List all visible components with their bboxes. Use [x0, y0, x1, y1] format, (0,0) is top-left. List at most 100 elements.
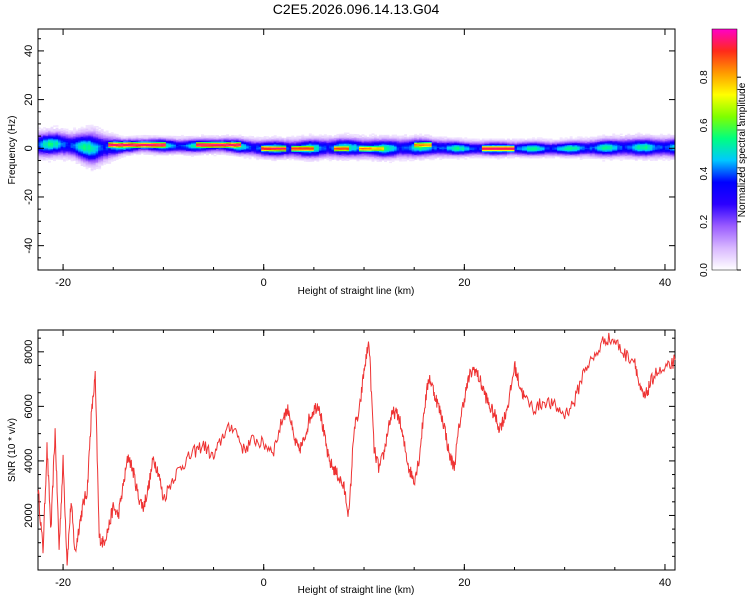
spectrogram-cell: [211, 147, 214, 150]
spectrogram-cell: [572, 144, 576, 147]
spectrogram-cell: [481, 156, 485, 159]
spectrogram-cell: [634, 144, 638, 147]
spectrogram-cell: [401, 141, 405, 144]
spectrogram-cell: [409, 146, 413, 148]
spectrogram-cell: [414, 157, 418, 159]
spectrogram-cell: [160, 151, 164, 153]
spectrogram-cell: [75, 158, 79, 161]
spectrogram-cell: [311, 137, 315, 139]
spectrogram-cell: [391, 154, 395, 156]
spectrogram-cell: [261, 151, 265, 154]
spectrogram-cell: [356, 146, 360, 148]
spectrogram-cell: [471, 147, 475, 149]
spectrogram-cell: [353, 138, 357, 141]
spectrogram-cell: [288, 151, 292, 153]
spectrogram-cell: [95, 143, 99, 145]
spectrogram-cell: [359, 153, 362, 156]
spectrogram-cell: [667, 140, 671, 143]
spectrogram-cell: [557, 151, 561, 154]
spectrogram-cell: [496, 155, 500, 158]
spectrogram-cell: [246, 142, 250, 145]
spectrogram-cell: [589, 141, 593, 144]
spectrogram-cell: [223, 147, 227, 150]
spectrogram-cell: [632, 148, 636, 150]
spectrogram-cell: [496, 158, 500, 160]
spectrogram-cell: [308, 141, 312, 144]
spectrogram-cell: [552, 139, 556, 142]
spectrogram-cell: [138, 141, 142, 143]
spectrogram-cell: [108, 135, 112, 138]
spectrogram-cell: [386, 144, 390, 147]
spectrogram-cell: [128, 137, 132, 139]
spectrogram-cell: [364, 151, 367, 153]
spectrogram-cell: [429, 154, 433, 157]
spectrogram-cell: [203, 152, 207, 155]
spectrogram-cell: [461, 154, 465, 157]
spectrogram-cell: [248, 146, 252, 149]
spectrogram-cell: [431, 158, 435, 161]
spectrogram-cell: [170, 146, 174, 149]
spectrogram-cell: [529, 144, 533, 147]
spectrogram-cell: [45, 129, 49, 132]
spectrogram-cell: [98, 145, 102, 148]
spectrogram-cell: [544, 138, 548, 141]
spectrogram-cell: [469, 149, 473, 152]
spectrogram-cell: [331, 138, 335, 141]
spectrogram-cell: [559, 154, 563, 156]
spectrogram-cell: [323, 148, 327, 151]
spectrogram-cell: [649, 158, 653, 160]
spectrogram-cell: [125, 150, 129, 153]
spectrogram-cell: [153, 151, 157, 153]
spectrogram-cell: [662, 155, 666, 158]
spectrogram-cell: [486, 155, 490, 158]
spectrogram-cell: [243, 137, 247, 140]
spectrogram-cell: [268, 155, 272, 158]
spectrogram-cell: [642, 156, 646, 159]
spectrogram-cell: [98, 134, 102, 137]
spectrogram-cell: [481, 145, 485, 148]
spectrogram-cell: [138, 140, 142, 142]
spectrogram-cell: [298, 154, 302, 156]
spectrogram-cell: [110, 149, 114, 151]
spectrogram-cell: [607, 156, 611, 159]
spectrogram-cell: [311, 146, 315, 149]
spectrogram-cell: [246, 151, 250, 153]
spectrogram-cell: [649, 138, 653, 141]
spectrogram-cell: [298, 152, 302, 155]
spectrogram-cell: [75, 133, 79, 135]
spectrogram-cell: [328, 141, 332, 144]
spectrogram-cell: [60, 132, 64, 135]
spectrogram-cell: [446, 144, 450, 147]
spectrogram-cell: [494, 144, 498, 147]
spectrogram-cell: [549, 154, 553, 156]
spectrogram-cell: [409, 145, 413, 147]
spectrogram-cell: [296, 157, 300, 160]
spectrogram-cell: [374, 156, 377, 159]
spectrogram-cell: [511, 147, 515, 149]
spectrogram-cell: [203, 151, 207, 153]
spectrogram-cell: [617, 149, 621, 151]
spectrogram-cell: [359, 142, 362, 145]
spectrogram-cell: [597, 146, 601, 149]
spectrogram-cell: [399, 146, 403, 149]
spectrogram-cell: [333, 141, 337, 143]
spectrogram-cell: [411, 152, 415, 154]
spectrogram-cell: [45, 139, 49, 141]
spectrogram-cell: [301, 135, 305, 138]
spectrogram-cell: [381, 149, 385, 152]
spectrogram-cell: [484, 151, 488, 154]
spectrogram-cell: [153, 144, 157, 147]
spectrogram-cell: [371, 156, 375, 159]
spectrogram-cell: [65, 131, 69, 133]
spectrogram-cell: [113, 153, 117, 155]
spectrogram-cell: [604, 155, 608, 157]
spectrogram-cell: [539, 138, 543, 141]
spectrogram-cell: [328, 154, 332, 157]
spectrogram-cell: [73, 146, 77, 149]
spectrogram-cell: [396, 136, 400, 139]
spectrogram-cell: [293, 141, 297, 144]
spectrogram-cell: [113, 133, 117, 136]
spectrogram-cell: [198, 141, 202, 144]
spectrogram-cell: [589, 139, 593, 141]
spectrogram-cell: [517, 139, 520, 142]
